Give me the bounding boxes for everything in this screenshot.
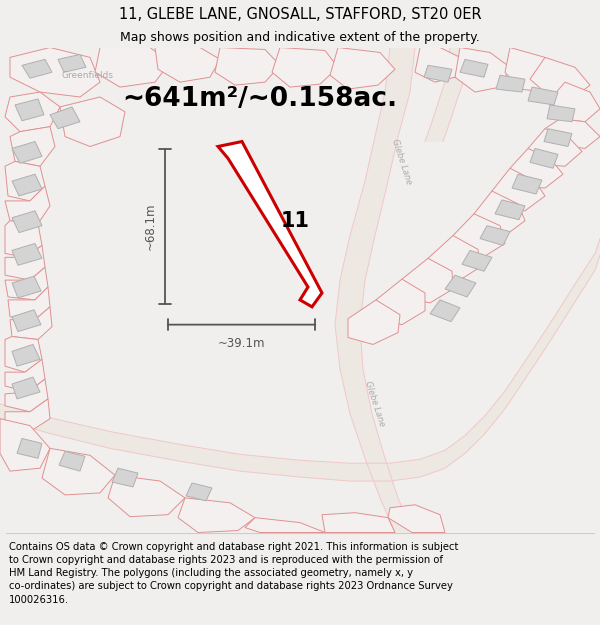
Polygon shape <box>5 92 60 132</box>
Polygon shape <box>5 161 45 201</box>
Polygon shape <box>50 107 80 129</box>
Polygon shape <box>376 279 425 324</box>
Text: 11: 11 <box>281 211 310 231</box>
Polygon shape <box>496 75 525 92</box>
Polygon shape <box>445 275 476 297</box>
Polygon shape <box>58 54 86 72</box>
Polygon shape <box>12 244 42 265</box>
Polygon shape <box>512 174 542 194</box>
Polygon shape <box>22 59 52 78</box>
Polygon shape <box>0 239 600 481</box>
Polygon shape <box>95 48 170 87</box>
Text: Contains OS data © Crown copyright and database right 2021. This information is : Contains OS data © Crown copyright and d… <box>9 542 458 604</box>
Polygon shape <box>330 48 395 89</box>
Polygon shape <box>348 300 400 344</box>
Polygon shape <box>495 200 525 220</box>
Polygon shape <box>12 377 40 399</box>
Polygon shape <box>10 307 52 339</box>
Polygon shape <box>5 359 45 392</box>
Polygon shape <box>453 214 505 258</box>
Polygon shape <box>528 129 582 166</box>
Polygon shape <box>545 119 600 149</box>
Polygon shape <box>186 483 212 501</box>
Polygon shape <box>12 344 40 366</box>
Polygon shape <box>112 468 138 487</box>
Polygon shape <box>425 48 470 141</box>
Text: Greenfields: Greenfields <box>62 71 114 80</box>
Polygon shape <box>480 226 510 246</box>
Polygon shape <box>215 48 280 85</box>
Polygon shape <box>5 186 50 224</box>
Polygon shape <box>528 87 558 105</box>
Polygon shape <box>548 82 600 122</box>
Polygon shape <box>15 99 44 121</box>
Polygon shape <box>10 127 55 166</box>
Polygon shape <box>12 276 41 298</box>
Polygon shape <box>5 246 45 280</box>
Polygon shape <box>17 439 42 458</box>
Polygon shape <box>0 419 50 471</box>
Text: ~39.1m: ~39.1m <box>218 336 265 349</box>
Polygon shape <box>5 336 42 372</box>
Polygon shape <box>42 448 115 495</box>
Polygon shape <box>178 498 255 532</box>
Polygon shape <box>335 48 415 532</box>
Polygon shape <box>12 141 42 163</box>
Polygon shape <box>12 310 41 332</box>
Polygon shape <box>402 258 453 303</box>
Polygon shape <box>322 512 395 532</box>
Polygon shape <box>218 141 322 307</box>
Text: ~68.1m: ~68.1m <box>144 203 157 251</box>
Polygon shape <box>474 191 525 236</box>
Polygon shape <box>245 518 325 532</box>
Polygon shape <box>10 48 100 97</box>
Polygon shape <box>530 149 558 168</box>
Polygon shape <box>155 48 220 82</box>
Polygon shape <box>430 300 460 322</box>
Text: 11, GLEBE LANE, GNOSALL, STAFFORD, ST20 0ER: 11, GLEBE LANE, GNOSALL, STAFFORD, ST20 … <box>119 7 481 22</box>
Polygon shape <box>388 505 445 532</box>
Polygon shape <box>547 105 575 122</box>
Polygon shape <box>505 48 560 92</box>
Text: Glebe Lane: Glebe Lane <box>364 380 386 428</box>
Text: ~641m²/~0.158ac.: ~641m²/~0.158ac. <box>122 86 397 112</box>
Polygon shape <box>424 66 452 82</box>
Polygon shape <box>272 48 338 87</box>
Polygon shape <box>59 451 85 471</box>
Polygon shape <box>415 48 460 82</box>
Polygon shape <box>5 379 48 412</box>
Polygon shape <box>5 399 50 431</box>
Polygon shape <box>12 174 42 196</box>
Text: Glebe Lane: Glebe Lane <box>391 138 413 185</box>
Polygon shape <box>108 475 185 517</box>
Polygon shape <box>544 129 572 146</box>
Polygon shape <box>5 268 48 300</box>
Polygon shape <box>5 221 42 258</box>
Polygon shape <box>60 97 125 146</box>
Polygon shape <box>455 48 510 92</box>
Text: Map shows position and indicative extent of the property.: Map shows position and indicative extent… <box>120 31 480 44</box>
Polygon shape <box>462 251 492 271</box>
Polygon shape <box>530 58 590 99</box>
Polygon shape <box>12 211 42 232</box>
Polygon shape <box>8 287 50 320</box>
Polygon shape <box>510 149 563 188</box>
Polygon shape <box>460 59 488 78</box>
Polygon shape <box>428 236 480 281</box>
Polygon shape <box>492 168 545 211</box>
